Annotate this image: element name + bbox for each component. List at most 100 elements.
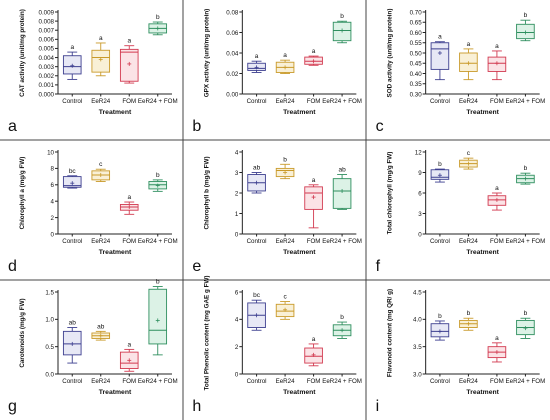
x-axis-title: Treatment [283, 389, 316, 396]
chart-panel-f: 0 3 6 9 12 Control EeR24 FOM EeR24 + FOM Treatmen… [376, 149, 546, 275]
significance-letter: a [312, 336, 316, 343]
chart-panel-a: 0.000 0.001 0.002 0.003 0.004 0.005 0.006 0.007… [8, 9, 178, 135]
y-tick-label: 0.009 [39, 9, 55, 16]
significance-letter: ab [338, 167, 346, 174]
x-tick-label: Control [62, 238, 82, 245]
box-fom: a [119, 194, 139, 215]
significance-letter: a [99, 35, 103, 42]
box-fom: a [487, 335, 507, 363]
y-tick-label: 0.001 [39, 82, 55, 89]
significance-letter: b [524, 12, 528, 19]
y-tick-label: 0.45 [410, 61, 423, 68]
x-axis-title: Treatment [99, 109, 132, 116]
box-control: bc [62, 168, 82, 189]
y-axis-title: Total chlorophyll (mg/g FW) [387, 152, 394, 235]
y-axis-title: CAT activity (unit/mg protein) [19, 9, 26, 97]
significance-letter: b [524, 310, 528, 317]
significance-letter: a [255, 53, 259, 60]
y-tick-label: 0.55 [410, 40, 423, 47]
panel-letter: a [8, 118, 17, 135]
box-fom: a [304, 48, 323, 66]
y-tick-label: 3.5 [413, 344, 422, 351]
x-axis-title: Treatment [283, 249, 316, 256]
y-tick-label: 0.35 [410, 81, 423, 88]
box-eer24: a [275, 52, 295, 74]
y-tick-label: 2 [235, 190, 239, 197]
y-tick-label: 0.60 [410, 30, 423, 37]
box-eer24: b [459, 310, 478, 331]
x-tick-label: EeR24 + FOM [506, 238, 546, 245]
x-tick-label: EeR24 [91, 98, 110, 105]
y-tick-label: 0.40 [410, 71, 423, 78]
x-tick-label: EeR24 [276, 98, 295, 105]
box-eer24: a [459, 41, 478, 81]
y-tick-label: 0.00 [226, 91, 239, 98]
x-tick-label: FOM [307, 98, 321, 105]
significance-letter: b [467, 310, 471, 317]
box-eer24-fom: b [516, 12, 535, 42]
y-tick-label: 1.5 [45, 289, 54, 296]
y-tick-label: 4 [51, 199, 55, 206]
x-axis-title: Treatment [99, 389, 132, 396]
y-tick-label: 4.0 [413, 317, 422, 324]
x-tick-label: EeR24 + FOM [322, 98, 362, 105]
box-fom: a [119, 341, 139, 372]
y-axis-title: Chlorophyll b (mg/g FW) [203, 156, 210, 229]
panel-letter: h [192, 398, 201, 415]
box-fom: a [487, 43, 507, 81]
significance-letter: a [467, 41, 471, 48]
x-tick-label: EeR24 [276, 378, 295, 385]
y-tick-label: 6 [235, 289, 239, 296]
y-tick-label: 2 [51, 215, 55, 222]
y-tick-label: 0.002 [39, 73, 55, 80]
box-eer24: c [91, 161, 111, 182]
y-tick-label: 9 [418, 170, 422, 177]
box-eer24-fom: b [516, 310, 535, 339]
y-tick-label: 0.000 [39, 91, 55, 98]
y-tick-label: 2 [235, 344, 239, 351]
x-axis-title: Treatment [99, 249, 132, 256]
y-tick-label: 0 [418, 231, 422, 238]
panel-letter: g [8, 398, 17, 415]
box-control: bc [247, 292, 266, 331]
significance-letter: ab [253, 165, 261, 172]
box-fom: a [304, 336, 323, 367]
box-eer24-fom: b [516, 165, 535, 185]
x-tick-label: Control [430, 98, 450, 105]
box-control: ab [62, 320, 82, 364]
significance-letter: a [495, 185, 499, 192]
significance-letter: b [340, 314, 344, 321]
box-eer24-fom: b [148, 279, 168, 356]
y-tick-label: 6 [51, 182, 55, 189]
box-eer24-fom: b [148, 172, 168, 192]
x-tick-label: EeR24 [91, 378, 110, 385]
chart-panel-d: 0 2 4 6 8 10 Control EeR24 FOM EeR24 + FOM Treatme… [8, 149, 178, 275]
x-tick-label: FOM [490, 378, 504, 385]
significance-letter: b [156, 14, 160, 21]
box-eer24-fom: b [148, 14, 168, 36]
box-control: b [430, 313, 450, 341]
chart-panel-g: 0.0 0.5 1.0 1.5 Control EeR24 FOM EeR24 + FOM Tr… [8, 279, 178, 415]
x-tick-label: FOM [122, 378, 136, 385]
y-axis-title: GPX activity (unit/mg protein) [203, 9, 210, 98]
y-tick-label: 10 [47, 149, 54, 156]
y-tick-label: 0.008 [39, 18, 55, 25]
y-tick-label: 0.08 [226, 9, 239, 16]
x-tick-label: FOM [122, 98, 136, 105]
box-eer24-fom: b [332, 13, 352, 44]
x-tick-label: EeR24 + FOM [322, 378, 362, 385]
y-tick-label: 4 [235, 149, 239, 156]
x-tick-label: EeR24 [459, 98, 478, 105]
x-tick-label: Control [62, 378, 82, 385]
x-tick-label: EeR24 + FOM [506, 378, 546, 385]
y-axis-title: SOD activity (unit/mg protein) [387, 9, 394, 98]
significance-letter: b [438, 313, 442, 320]
y-tick-label: 6 [418, 190, 422, 197]
significance-letter: a [283, 52, 287, 59]
box-eer24-fom: ab [332, 167, 352, 210]
significance-letter: c [467, 150, 471, 157]
x-axis-title: Treatment [466, 249, 499, 256]
y-tick-label: 0.007 [39, 28, 55, 35]
box-iqr [430, 42, 450, 70]
